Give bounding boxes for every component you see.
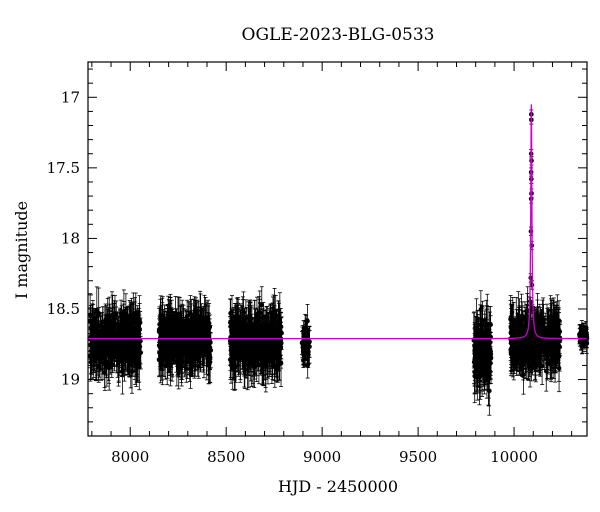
y-tick-label: 18.5 <box>47 300 80 318</box>
data-point <box>227 339 233 380</box>
data-point <box>305 304 310 338</box>
chart-title: OGLE-2023-BLG-0533 <box>242 25 435 45</box>
data-point <box>126 315 132 359</box>
data-point <box>278 312 284 341</box>
y-tick-label: 17.5 <box>47 159 80 177</box>
data-point <box>182 325 187 373</box>
x-tick-label: 8500 <box>207 448 245 466</box>
data-point <box>247 315 253 366</box>
data-point <box>172 311 177 362</box>
data-point <box>269 320 275 375</box>
data-point <box>180 343 185 380</box>
data-point <box>488 306 493 344</box>
data-point <box>110 325 116 360</box>
data-point <box>160 340 166 366</box>
data-point <box>256 296 262 346</box>
data-point <box>477 348 482 406</box>
data-point <box>169 309 175 352</box>
data-point <box>278 328 283 356</box>
x-tick-label: 8000 <box>111 448 149 466</box>
data-point <box>110 294 115 347</box>
data-point <box>109 350 115 378</box>
data-point <box>306 339 311 365</box>
data-point <box>241 329 246 359</box>
data-point <box>107 311 112 353</box>
data-point <box>165 329 170 379</box>
data-point <box>92 321 97 367</box>
data-point <box>156 341 162 378</box>
data-point <box>137 311 143 335</box>
data-point <box>88 321 93 369</box>
data-point <box>233 308 239 334</box>
data-point <box>160 302 165 344</box>
data-point <box>123 326 129 376</box>
y-axis-label: I magnitude <box>12 201 31 299</box>
x-tick-label: 10000 <box>490 448 538 466</box>
data-point <box>98 322 104 371</box>
data-point <box>232 334 238 370</box>
data-point <box>483 321 488 352</box>
data-point <box>97 330 102 372</box>
x-tick-label: 9000 <box>303 448 341 466</box>
data-point <box>129 335 135 377</box>
x-axis-label: HJD - 2450000 <box>278 477 398 496</box>
data-point <box>112 312 118 356</box>
data-point <box>166 299 172 336</box>
data-point <box>163 335 169 363</box>
data-point <box>133 308 139 347</box>
data-point <box>158 314 163 348</box>
axis-ticks: 8000 8500 9000 9500 10000 17 17.5 18 18.5 19 <box>47 62 587 466</box>
data-point <box>118 324 124 364</box>
data-point <box>257 321 263 348</box>
data-point <box>205 316 210 350</box>
data-point <box>103 330 108 358</box>
data-point <box>189 323 194 376</box>
data-point <box>244 323 249 358</box>
data-point <box>177 330 182 375</box>
data-points <box>87 109 590 416</box>
data-point <box>195 310 201 346</box>
y-tick-label: 17 <box>61 88 80 106</box>
data-point <box>136 345 142 369</box>
data-point <box>162 318 167 345</box>
data-point <box>234 297 240 351</box>
data-point <box>106 347 111 381</box>
data-point <box>184 328 190 379</box>
y-tick-label: 18 <box>61 229 80 247</box>
x-tick-label: 9500 <box>399 448 437 466</box>
data-point <box>91 334 97 361</box>
data-point <box>237 317 243 355</box>
y-tick-label: 19 <box>61 371 80 389</box>
data-point <box>251 346 257 389</box>
data-point <box>131 347 137 373</box>
